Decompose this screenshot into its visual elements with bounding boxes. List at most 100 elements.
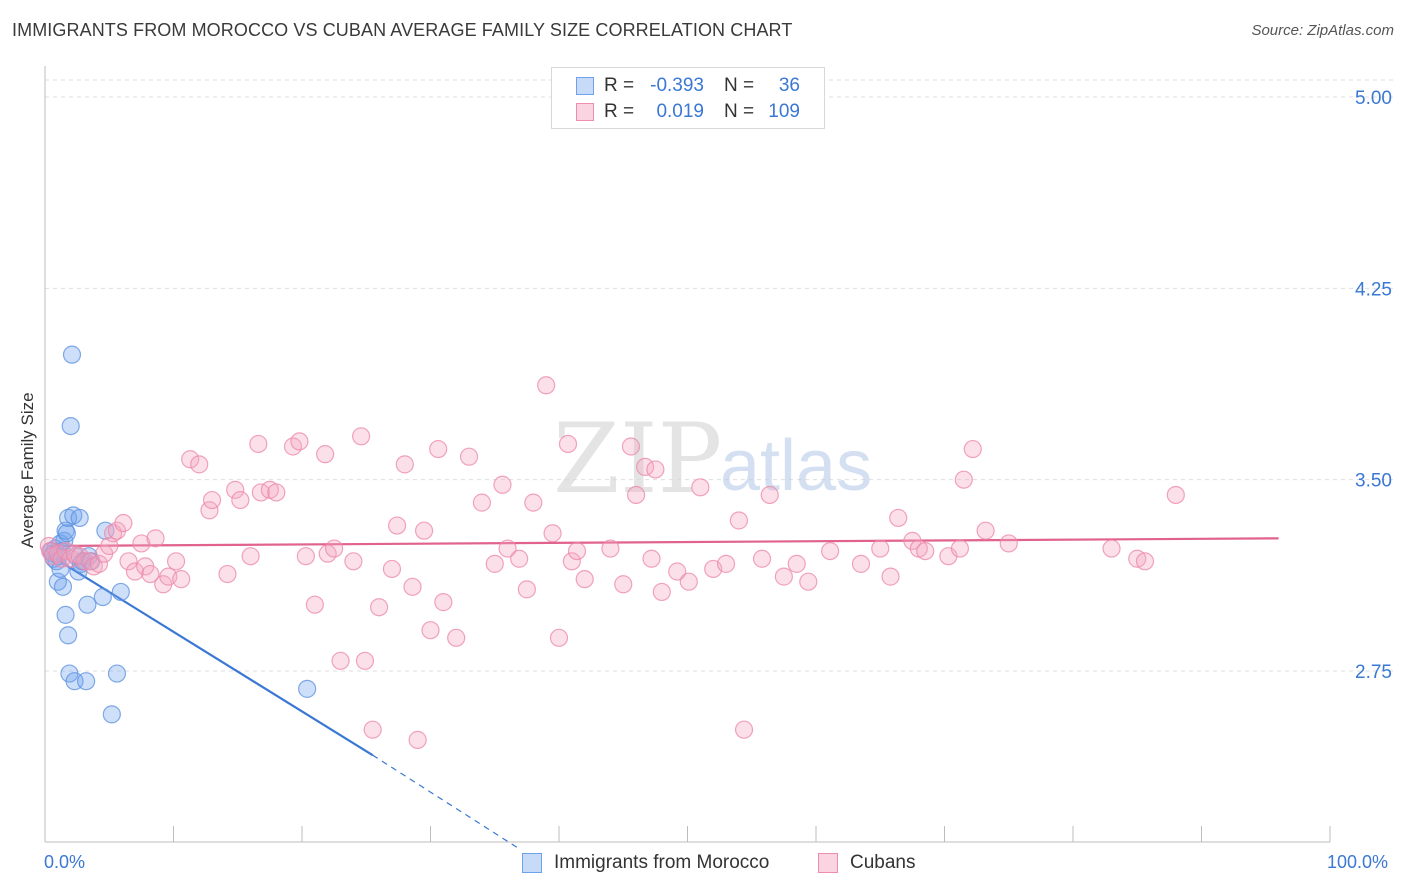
cuban-point xyxy=(729,511,749,530)
morocco-trend-extension xyxy=(372,754,521,851)
cuban-point xyxy=(421,621,440,640)
cuban-point xyxy=(950,539,970,558)
bottom-legend-swatch-cubans xyxy=(818,853,838,873)
morocco-point xyxy=(56,605,75,624)
cuban-point xyxy=(352,427,371,446)
cuban-point xyxy=(498,539,517,558)
cuban-point xyxy=(954,470,973,489)
morocco-point xyxy=(107,664,127,683)
cuban-point xyxy=(226,480,245,499)
y-tick-label: 2.75 xyxy=(1355,662,1392,683)
cuban-point xyxy=(642,549,661,568)
cuban-point xyxy=(132,534,151,553)
cuban-point xyxy=(231,490,250,510)
legend-swatch-cubans xyxy=(576,103,594,121)
legend-n-label: N = xyxy=(724,101,755,122)
cuban-point xyxy=(558,434,578,454)
cuban-point xyxy=(267,483,286,502)
x-tick-label-min: 0.0% xyxy=(44,852,86,872)
legend-r-value: 0.019 xyxy=(656,101,704,122)
cuban-point xyxy=(344,552,363,571)
cuban-point xyxy=(414,521,434,540)
morocco-point xyxy=(57,524,76,543)
gridlines xyxy=(45,79,1395,672)
cuban-point xyxy=(447,628,466,647)
cuban-point xyxy=(621,437,641,456)
cuban-point xyxy=(691,478,710,497)
cuban-point xyxy=(575,570,594,589)
legend-n-label: N = xyxy=(724,75,755,96)
cuban-point xyxy=(119,552,138,571)
cuban-point xyxy=(614,575,633,594)
cuban-point xyxy=(999,534,1018,553)
cuban-point xyxy=(652,582,671,602)
cuban-point xyxy=(760,485,779,505)
legend-n-value: 109 xyxy=(768,101,800,122)
data-points xyxy=(39,345,1185,749)
legend-r-label: R = xyxy=(604,101,635,122)
cuban-point xyxy=(146,529,165,548)
cuban-point xyxy=(387,516,407,535)
cuban-point xyxy=(963,439,982,459)
bottom-legend-cubans: Cubans xyxy=(818,852,916,874)
morocco-point xyxy=(77,672,96,691)
cuban-point xyxy=(716,554,736,573)
cuban-point xyxy=(172,570,191,589)
morocco-trend-line xyxy=(50,555,374,757)
cuban-point xyxy=(1166,485,1185,505)
cuban-point xyxy=(472,493,491,512)
legend-r-label: R = xyxy=(604,75,635,96)
cuban-point xyxy=(626,485,646,505)
legend-swatch-morocco xyxy=(576,77,594,95)
morocco-point xyxy=(59,626,78,645)
cuban-point xyxy=(734,720,754,739)
cuban-point xyxy=(190,455,209,474)
cuban-point xyxy=(241,547,260,566)
cuban-point xyxy=(493,475,512,494)
cuban-point xyxy=(114,513,133,533)
cuban-point xyxy=(316,445,335,464)
cuban-point xyxy=(325,539,344,558)
cuban-point xyxy=(202,490,222,510)
cuban-point xyxy=(510,549,529,568)
cuban-point xyxy=(601,539,620,558)
cuban-point xyxy=(668,562,687,581)
x-tick-label-max: 100.0% xyxy=(1327,852,1389,872)
y-tick-label: 4.25 xyxy=(1355,279,1392,300)
cuban-point xyxy=(524,493,543,512)
cuban-point xyxy=(916,541,935,561)
cuban-point xyxy=(549,628,569,647)
cuban-point xyxy=(485,554,504,573)
axes xyxy=(44,66,1331,843)
cuban-point xyxy=(65,544,84,563)
legend-n-value: 36 xyxy=(778,75,800,96)
cuban-point xyxy=(517,580,536,599)
y-tick-labels: 2.75 3.50 4.25 5.00 xyxy=(1355,88,1392,683)
watermark-atlas: atlas xyxy=(720,426,872,506)
bottom-legend-label-morocco: Immigrants from Morocco xyxy=(554,852,770,873)
chart-title: IMMIGRANTS FROM MOROCCO VS CUBAN AVERAGE… xyxy=(12,20,793,40)
morocco-point xyxy=(53,577,73,596)
cuban-point xyxy=(75,552,94,571)
cuban-point xyxy=(1135,552,1155,571)
cuban-point xyxy=(403,577,422,596)
cuban-point xyxy=(141,564,160,584)
cuban-point xyxy=(429,439,448,459)
cuban-point xyxy=(355,651,375,670)
morocco-point xyxy=(62,345,82,364)
bottom-legend-morocco: Immigrants from Morocco xyxy=(522,852,769,874)
cuban-point xyxy=(296,547,315,566)
morocco-point xyxy=(102,705,121,724)
legend-row-cubans: R = 0.019 N = 109 xyxy=(576,101,800,123)
bottom-legend-label-cubans: Cubans xyxy=(850,852,916,873)
cuban-point xyxy=(881,567,900,586)
cuban-point xyxy=(799,572,818,591)
bottom-legend-swatch-morocco xyxy=(522,853,542,873)
cuban-point xyxy=(84,557,103,576)
morocco-point xyxy=(78,595,97,614)
cuban-point xyxy=(166,552,186,571)
cuban-point xyxy=(821,541,840,561)
morocco-point xyxy=(61,416,80,436)
cuban-point xyxy=(889,508,908,528)
